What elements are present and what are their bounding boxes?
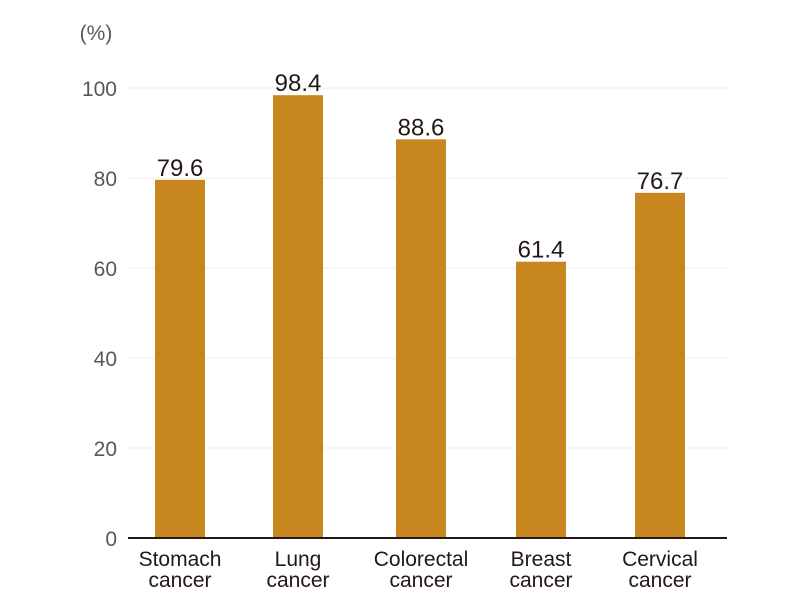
y-tick-label: 20: [94, 438, 117, 461]
x-category-label: Lung: [275, 548, 322, 571]
bar: [396, 139, 446, 539]
y-tick-label: 80: [94, 168, 117, 191]
bar: [635, 192, 685, 538]
value-labels: 79.6 98.4 88.6 61.4 76.7: [157, 70, 684, 264]
x-category-label: cancer: [509, 569, 572, 592]
y-axis-ticks: 0 20 40 60 80 100: [82, 78, 117, 551]
bar-value-label: 79.6: [157, 155, 204, 182]
bar-value-label: 88.6: [398, 114, 445, 141]
bar-value-label: 61.4: [518, 237, 565, 264]
y-axis-unit-label: (%): [80, 22, 113, 45]
x-category-label: cancer: [389, 569, 452, 592]
x-category-label: cancer: [148, 569, 211, 592]
bars: [155, 95, 685, 539]
y-tick-label: 100: [82, 78, 117, 101]
x-category-label: Breast: [511, 548, 572, 571]
x-category-label: Colorectal: [374, 548, 469, 571]
y-tick-label: 60: [94, 258, 117, 281]
x-axis-labels: StomachcancerLungcancerColorectalcancerB…: [139, 548, 698, 592]
x-category-label: cancer: [628, 569, 691, 592]
y-tick-label: 40: [94, 348, 117, 371]
bar-value-label: 76.7: [637, 168, 684, 195]
x-category-label: cancer: [266, 569, 329, 592]
bar: [516, 261, 566, 538]
bar: [155, 179, 205, 539]
y-tick-label: 0: [105, 528, 117, 551]
bar: [273, 95, 323, 538]
x-category-label: Cervical: [622, 548, 698, 571]
bar-value-label: 98.4: [275, 70, 322, 97]
x-category-label: Stomach: [139, 548, 222, 571]
